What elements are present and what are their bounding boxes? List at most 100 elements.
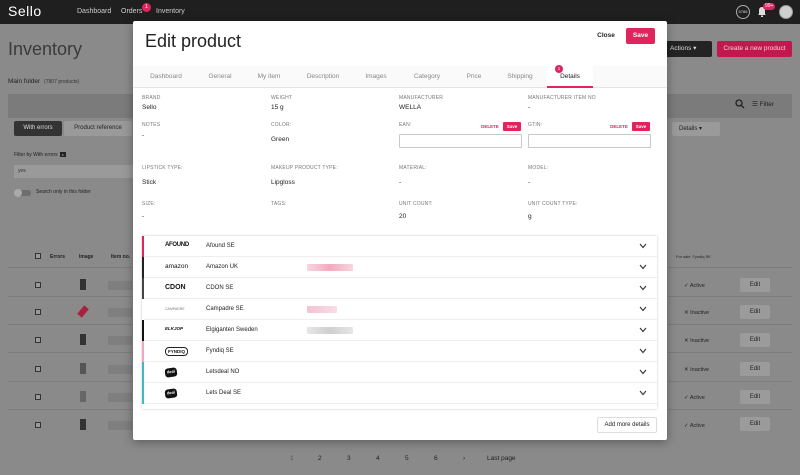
details-dropdown[interactable]: Details ▾ [672, 122, 720, 136]
size-label: SIZE: [142, 201, 156, 207]
create-product-button[interactable]: Create a new product [717, 41, 792, 57]
edit-button[interactable]: Edit [740, 333, 770, 347]
page-3[interactable]: 3 [347, 455, 351, 462]
chevron-down-icon[interactable] [639, 243, 647, 249]
channel-list: AFOUND Afound SE amazon Amazon UK CDON C… [142, 236, 657, 409]
row-checkbox[interactable] [35, 282, 41, 288]
tab-with-errors[interactable]: With errors [14, 121, 62, 136]
edit-button[interactable]: Edit [740, 278, 770, 292]
row-checkbox[interactable] [35, 394, 41, 400]
edit-button[interactable]: Edit [740, 390, 770, 404]
chevron-down-icon[interactable] [639, 306, 647, 312]
chevron-down-icon[interactable] [639, 390, 647, 396]
nav-orders[interactable]: Orders [121, 8, 143, 15]
channel-name: Afound SE [206, 243, 235, 249]
tab-general[interactable]: General [208, 73, 232, 80]
item-number [108, 421, 132, 430]
row-checkbox[interactable] [35, 337, 41, 343]
close-button[interactable]: Close [591, 29, 621, 43]
channel-row-campadre[interactable]: CAMPADRE Campadre SE [142, 299, 657, 320]
brand-label: BRAND [142, 95, 161, 101]
chevron-down-icon: ▾ [693, 45, 697, 52]
item-number [108, 281, 132, 290]
channel-row-letsdeal-no[interactable]: deal Letsdeal NO [142, 362, 657, 383]
nav-dashboard[interactable]: Dashboard [77, 8, 112, 15]
sync-status-icon[interactable]: 5786 [736, 5, 750, 19]
app-logo[interactable]: Sello [8, 3, 42, 19]
chevron-down-icon[interactable] [639, 369, 647, 375]
product-thumbnail [77, 305, 89, 318]
ean-delete-button[interactable]: DELETE [481, 124, 499, 129]
channel-stripe [142, 299, 144, 320]
tab-dashboard[interactable]: Dashboard [150, 73, 182, 80]
page-5[interactable]: 5 [405, 455, 409, 462]
column-image: Image [79, 254, 94, 260]
tab-product-reference[interactable]: Product reference [64, 121, 132, 136]
material-value: - [399, 179, 402, 186]
search-icon[interactable] [735, 99, 745, 109]
status-badge: ✓ Active [684, 395, 705, 401]
add-more-details-button[interactable]: Add more details [597, 417, 657, 433]
search-folder-toggle[interactable] [14, 189, 31, 197]
tab-description[interactable]: Description [306, 73, 340, 80]
status-badge: ✓ Active [684, 283, 705, 289]
chevron-right-icon[interactable]: › [463, 455, 466, 462]
page-6[interactable]: 6 [434, 455, 438, 462]
page-1[interactable]: 1 [290, 455, 294, 462]
column-for-sale: For sale Fyndiq SK [676, 254, 711, 259]
page-2[interactable]: 2 [318, 455, 322, 462]
filter-value-input[interactable]: yes [14, 165, 134, 178]
gtin-input[interactable] [528, 134, 651, 148]
page-title: Inventory [8, 39, 83, 59]
unit-count-type-value: g [528, 213, 532, 220]
top-navbar: Sello Dashboard Orders 1 Inventory 5786 … [0, 0, 800, 24]
gtin-delete-button[interactable]: DELETE [610, 124, 628, 129]
page-4[interactable]: 4 [376, 455, 380, 462]
modal-tabs: Dashboard General My item Description Im… [133, 65, 667, 88]
chevron-down-icon[interactable] [639, 285, 647, 291]
nav-inventory[interactable]: Inventory [156, 8, 185, 15]
afound-logo: AFOUND [165, 242, 189, 248]
row-checkbox[interactable] [35, 309, 41, 315]
manufacturer-label: MANUFACTURER [399, 95, 444, 101]
row-checkbox[interactable] [35, 366, 41, 372]
select-all-checkbox[interactable] [35, 253, 41, 259]
filter-button[interactable]: ☰ Filter [752, 101, 775, 108]
tab-details[interactable]: 1 Details [547, 65, 593, 88]
channel-row-amazon[interactable]: amazon Amazon UK [142, 257, 657, 278]
chevron-down-icon[interactable] [639, 348, 647, 354]
letsdeal-logo: deal [164, 388, 178, 399]
channel-row-cdon[interactable]: CDON CDON SE [142, 278, 657, 299]
last-page-link[interactable]: Last page [487, 455, 516, 462]
edit-button[interactable]: Edit [740, 362, 770, 376]
makeup-type-value: Lipgloss [271, 179, 295, 186]
channel-row-fyndiq[interactable]: FYNDIQ Fyndiq SE [142, 341, 657, 362]
orders-badge: 1 [142, 3, 151, 12]
avatar[interactable] [779, 5, 793, 19]
channel-row-afound[interactable]: AFOUND Afound SE [142, 236, 657, 257]
gtin-save-button[interactable]: Save [632, 122, 650, 131]
product-thumbnail [80, 279, 86, 290]
weight-label: WEIGHT [271, 95, 293, 101]
save-button[interactable]: Save [626, 28, 655, 44]
row-checkbox[interactable] [35, 422, 41, 428]
tab-category[interactable]: Category [413, 73, 441, 80]
tab-images[interactable]: Images [365, 73, 387, 80]
elkjop-logo: ELKJOP [165, 326, 184, 331]
channel-row-letsdeal-se[interactable]: deal Lets Deal SE [142, 383, 657, 404]
chevron-down-icon[interactable] [639, 264, 647, 270]
ean-input[interactable] [399, 134, 522, 148]
actions-button[interactable]: Actions ▾ [662, 41, 712, 57]
edit-button[interactable]: Edit [740, 305, 770, 319]
model-value: - [528, 179, 531, 186]
channel-row-elgiganten[interactable]: ELKJOP Elgiganten Sweden [142, 320, 657, 341]
filter-remove-badge[interactable]: x [59, 152, 66, 157]
chevron-down-icon[interactable] [639, 327, 647, 333]
edit-button[interactable]: Edit [740, 417, 770, 431]
status-badge: ✓ Active [684, 423, 705, 429]
tab-shipping[interactable]: Shipping [507, 73, 533, 80]
color-label: COLOR: [271, 122, 292, 128]
ean-save-button[interactable]: Save [503, 122, 521, 131]
tab-my-item[interactable]: My item [257, 73, 281, 80]
tab-price[interactable]: Price [466, 73, 482, 80]
